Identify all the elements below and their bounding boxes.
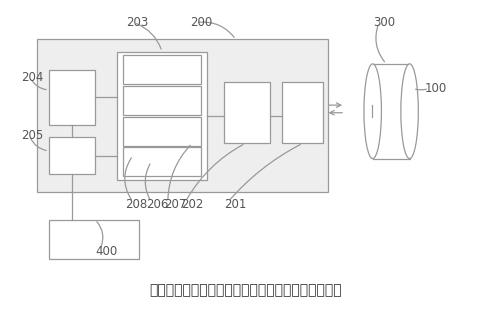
Bar	[49, 70, 95, 125]
Text: 202: 202	[181, 198, 203, 211]
Ellipse shape	[401, 64, 418, 159]
Text: 206: 206	[146, 198, 168, 211]
Bar	[49, 220, 138, 259]
Bar	[123, 55, 201, 84]
Bar	[282, 82, 323, 143]
Text: 208: 208	[126, 198, 148, 211]
Ellipse shape	[364, 64, 382, 159]
Bar	[224, 82, 270, 143]
Bar	[123, 147, 201, 176]
Bar	[373, 64, 409, 159]
Text: 204: 204	[21, 71, 44, 84]
Bar	[123, 117, 201, 146]
Bar	[49, 137, 95, 174]
Text: 201: 201	[224, 198, 246, 211]
Text: 200: 200	[190, 16, 212, 29]
Text: 205: 205	[21, 129, 44, 142]
Text: 图为本实用新型实施例燃气表电感采样装置的示意图: 图为本实用新型实施例燃气表电感采样装置的示意图	[149, 283, 342, 297]
Text: 400: 400	[95, 245, 117, 258]
Text: 100: 100	[425, 82, 447, 95]
Bar	[123, 86, 201, 115]
Text: 207: 207	[164, 198, 186, 211]
Text: 203: 203	[127, 16, 149, 29]
Bar	[117, 52, 207, 180]
Text: 300: 300	[373, 16, 395, 29]
Bar	[37, 39, 328, 192]
